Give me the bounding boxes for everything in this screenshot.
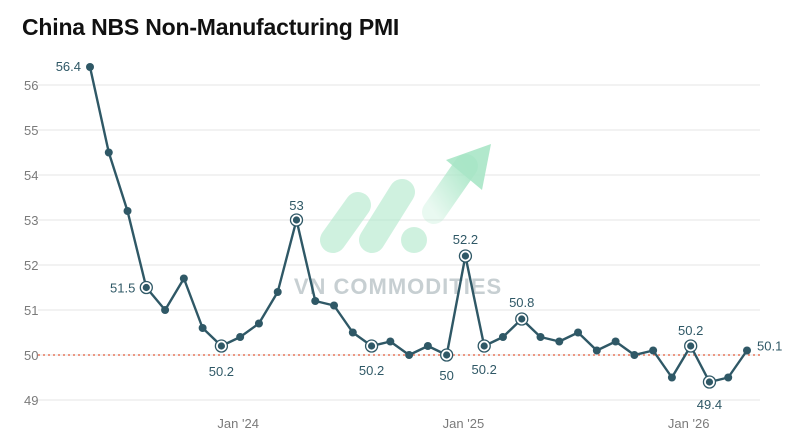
data-point	[574, 328, 583, 337]
data-label: 50	[439, 368, 453, 383]
data-label: 50.1	[757, 339, 782, 354]
data-point	[592, 346, 601, 355]
data-label: 50.2	[359, 363, 384, 378]
y-tick-label: 55	[24, 123, 38, 138]
x-tick-label: Jan '24	[217, 416, 259, 431]
y-axis-ticks: 49 50 51 52 53 54 55 56	[24, 78, 38, 408]
data-label: 50.8	[509, 295, 534, 310]
watermark-text: VN COMMODITIES	[294, 274, 502, 299]
data-label: 50.2	[472, 362, 497, 377]
data-labels: 56.4 51.5 50.2 53 50.2 50 52.2 50.2 50.8 50.2 49.4…	[56, 59, 783, 412]
data-point	[443, 351, 451, 359]
data-point	[480, 342, 488, 350]
y-tick-label: 49	[24, 393, 38, 408]
data-point	[142, 283, 150, 292]
data-point	[423, 342, 432, 350]
y-tick-label: 51	[24, 303, 38, 318]
data-point	[667, 373, 676, 382]
data-points	[86, 63, 751, 389]
watermark-arrow-icon	[422, 144, 491, 224]
data-point	[386, 337, 395, 346]
watermark-logo: VN COMMODITIES	[294, 144, 502, 299]
watermark-bars-icon	[320, 179, 427, 253]
data-point	[555, 337, 564, 346]
data-point	[348, 328, 357, 337]
data-point	[687, 342, 695, 350]
y-tick-label: 54	[24, 168, 38, 183]
data-point	[236, 333, 245, 341]
data-point	[104, 148, 113, 157]
y-tick-label: 53	[24, 213, 38, 228]
data-point	[198, 324, 207, 332]
data-label: 50.2	[209, 364, 234, 379]
data-point	[161, 306, 170, 314]
data-label: 50.2	[678, 323, 703, 338]
data-label: 52.2	[453, 232, 478, 247]
x-tick-label: Jan '26	[668, 416, 710, 431]
series-line	[88, 66, 748, 384]
y-tick-label: 56	[24, 78, 38, 93]
data-label: 51.5	[110, 281, 135, 296]
x-tick-label: Jan '25	[443, 416, 485, 431]
data-point	[705, 378, 714, 386]
data-point	[330, 301, 339, 310]
data-label: 49.4	[697, 397, 722, 412]
data-label: 53	[289, 198, 303, 213]
data-point	[86, 63, 94, 71]
data-point	[311, 297, 320, 305]
data-label: 56.4	[56, 59, 81, 74]
data-point	[367, 342, 376, 350]
data-point	[292, 216, 301, 224]
data-point	[611, 337, 620, 346]
data-point	[649, 346, 658, 355]
data-point	[254, 319, 263, 328]
chart-title: China NBS Non-Manufacturing PMI	[22, 14, 400, 40]
data-point	[498, 333, 507, 341]
data-point	[273, 288, 282, 296]
data-point	[217, 342, 225, 350]
data-point	[179, 274, 188, 283]
x-axis-ticks: Jan '24 Jan '25 Jan '26	[217, 416, 709, 431]
data-point	[518, 315, 526, 323]
data-point	[461, 252, 470, 260]
data-point	[405, 351, 414, 359]
y-tick-label: 52	[24, 258, 38, 273]
data-point	[536, 333, 545, 341]
data-point	[630, 351, 639, 359]
y-tick-label: 50	[24, 348, 38, 363]
data-point	[123, 207, 132, 215]
data-point	[724, 373, 733, 382]
data-point	[743, 346, 751, 355]
